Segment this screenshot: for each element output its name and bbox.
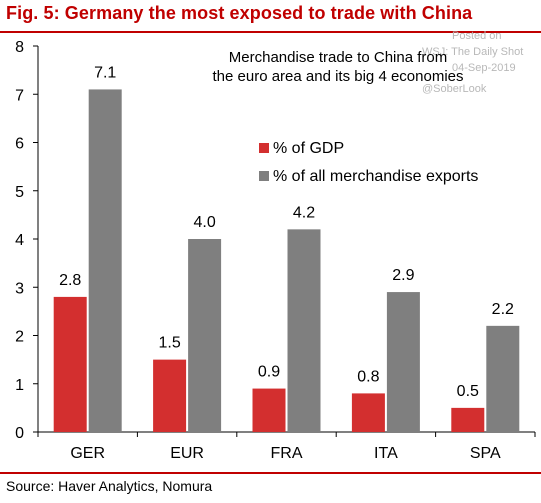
- bar-exports: [287, 229, 321, 432]
- y-tick-label: 0: [15, 425, 24, 442]
- chart-title: Fig. 5: Germany the most exposed to trad…: [6, 3, 473, 23]
- data-label: 2.2: [492, 301, 514, 318]
- x-tick-label: ITA: [374, 445, 398, 462]
- x-tick-label: EUR: [170, 445, 204, 462]
- x-tick-label: FRA: [271, 445, 303, 462]
- y-tick-label: 2: [15, 329, 24, 346]
- data-label: 4.0: [193, 214, 215, 231]
- chart-annotation-line-2: the euro area and its big 4 economies: [213, 68, 464, 85]
- data-label: 7.1: [94, 64, 116, 81]
- data-label: 0.9: [258, 364, 280, 381]
- x-tick-label: GER: [70, 445, 105, 462]
- legend-swatch: [259, 143, 269, 153]
- y-tick-label: 5: [15, 184, 24, 201]
- bar-exports: [386, 292, 420, 432]
- data-label: 1.5: [158, 335, 180, 352]
- legend-swatch: [259, 171, 269, 181]
- data-label: 2.9: [392, 267, 414, 284]
- source-note: Source: Haver Analytics, Nomura: [6, 478, 213, 494]
- watermark-date: 04-Sep-2019: [452, 62, 516, 74]
- data-label: 4.2: [293, 204, 315, 221]
- chart-annotation-line-1: Merchandise trade to China from: [229, 49, 447, 66]
- y-tick-label: 4: [15, 232, 24, 249]
- bar-gdp: [451, 407, 485, 432]
- watermark-posted: Posted on: [452, 30, 502, 42]
- data-label: 0.8: [357, 368, 379, 385]
- watermark-handle: @SoberLook: [422, 83, 487, 95]
- bar-gdp: [351, 393, 385, 432]
- chart-marks: 0 1 2 3 4 5 6 7 8 GER 2.8 7.1 EUR 1.5 4.0 FRA 0.9 4.2 ITA 0…: [15, 39, 536, 462]
- data-label: 0.5: [457, 383, 479, 400]
- bar-gdp: [252, 388, 286, 432]
- y-tick-label: 3: [15, 280, 24, 297]
- bar-gdp: [153, 359, 187, 432]
- bar-exports: [188, 239, 222, 432]
- bar-exports: [486, 325, 520, 432]
- legend-label: % of GDP: [273, 140, 344, 157]
- legend-label: % of all merchandise exports: [273, 168, 478, 185]
- bar-chart: Merchandise trade to China from the euro…: [15, 39, 536, 462]
- y-tick-label: 6: [15, 136, 24, 153]
- bar-gdp: [53, 296, 87, 432]
- y-tick-label: 1: [15, 377, 24, 394]
- y-tick-label: 7: [15, 87, 24, 104]
- bar-exports: [88, 89, 122, 433]
- y-tick-label: 8: [15, 39, 24, 56]
- title-divider: [0, 31, 541, 33]
- data-label: 2.8: [59, 272, 81, 289]
- watermark-outlet: WSJ: The Daily Shot: [422, 46, 524, 58]
- x-tick-label: SPA: [470, 445, 501, 462]
- source-divider: [0, 472, 541, 474]
